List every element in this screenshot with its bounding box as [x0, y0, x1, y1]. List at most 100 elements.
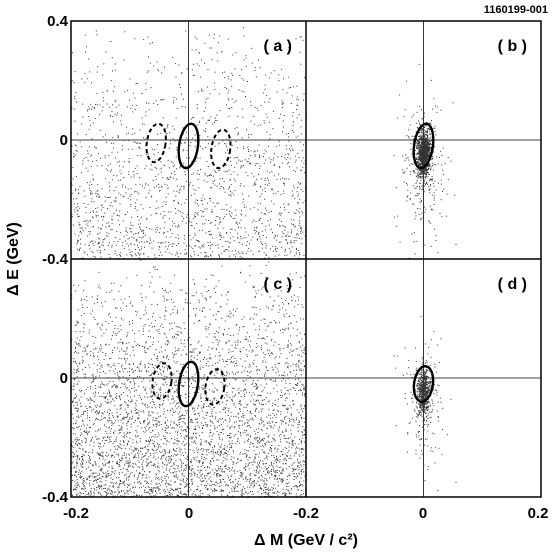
scatter-point: [259, 423, 261, 425]
scatter-point: [231, 474, 233, 476]
scatter-point: [160, 251, 162, 253]
scatter-point: [208, 346, 210, 348]
scatter-point: [122, 343, 124, 345]
scatter-point: [223, 250, 225, 252]
scatter-point: [260, 212, 262, 214]
scatter-point: [188, 381, 190, 382]
scatter-point: [136, 448, 138, 450]
scatter-point: [124, 240, 126, 242]
scatter-point: [141, 93, 143, 95]
scatter-point: [204, 42, 206, 44]
scatter-point: [130, 107, 132, 109]
scatter-point: [272, 245, 274, 247]
scatter-point: [184, 106, 186, 108]
scatter-point: [272, 305, 274, 307]
scatter-point: [286, 390, 288, 391]
scatter-point: [91, 240, 92, 242]
scatter-point: [258, 236, 260, 238]
scatter-point: [157, 152, 159, 154]
scatter-point: [420, 147, 421, 149]
scatter-point: [89, 71, 91, 73]
scatter-point: [107, 164, 109, 166]
scatter-point: [419, 187, 421, 189]
scatter-point: [244, 396, 246, 397]
scatter-point: [137, 191, 139, 193]
scatter-point: [109, 395, 110, 397]
scatter-point: [421, 172, 423, 174]
scatter-point: [176, 407, 178, 409]
scatter-point: [180, 418, 182, 420]
scatter-point: [418, 138, 420, 140]
scatter-point: [169, 457, 171, 459]
scatter-point: [149, 471, 151, 472]
scatter-point: [74, 377, 75, 379]
scatter-point: [77, 239, 79, 241]
scatter-point: [295, 365, 297, 367]
scatter-point: [214, 362, 216, 364]
scatter-point: [92, 225, 94, 227]
scatter-point: [419, 154, 421, 155]
scatter-point: [84, 252, 86, 254]
scatter-point: [163, 357, 165, 358]
scatter-point: [130, 228, 132, 229]
scatter-point: [139, 318, 141, 319]
scatter-point: [432, 209, 434, 211]
scatter-point: [302, 190, 304, 192]
scatter-point: [175, 76, 177, 78]
scatter-point: [287, 344, 289, 346]
scatter-point: [72, 445, 73, 447]
scatter-point: [281, 100, 283, 102]
scatter-point: [136, 104, 138, 106]
scatter-point: [439, 212, 441, 214]
scatter-point: [134, 486, 136, 488]
scatter-point: [301, 473, 302, 475]
scatter-point: [301, 448, 303, 450]
scatter-point: [150, 462, 152, 463]
scatter-point: [425, 184, 426, 186]
scatter-point: [128, 249, 130, 251]
scatter-point: [83, 203, 85, 204]
scatter-point: [87, 235, 89, 237]
scatter-point: [156, 391, 158, 393]
scatter-point: [146, 458, 148, 460]
scatter-point: [101, 455, 103, 457]
scatter-point: [145, 341, 147, 343]
scatter-point: [153, 457, 155, 459]
scatter-point: [437, 106, 439, 108]
scatter-point: [430, 209, 432, 211]
scatter-point: [416, 146, 418, 148]
scatter-point: [84, 280, 86, 282]
scatter-point: [298, 99, 299, 101]
scatter-point: [430, 245, 432, 247]
scatter-point: [121, 318, 122, 320]
scatter-point: [268, 53, 270, 55]
scatter-point: [245, 469, 247, 470]
scatter-point: [422, 138, 424, 140]
scatter-point: [285, 382, 287, 384]
scatter-point: [137, 418, 139, 420]
scatter-point: [266, 383, 267, 385]
scatter-point: [430, 141, 432, 142]
scatter-point: [288, 491, 290, 493]
scatter-point: [102, 239, 104, 241]
scatter-point: [288, 203, 290, 205]
scatter-point: [102, 136, 104, 138]
scatter-point: [140, 203, 142, 205]
scatter-point: [420, 160, 421, 162]
scatter-point: [272, 492, 274, 493]
scatter-point: [278, 173, 279, 175]
scatter-point: [219, 142, 221, 144]
scatter-point: [108, 365, 110, 367]
scatter-point: [105, 431, 107, 432]
scatter-point: [299, 448, 301, 450]
scatter-point: [130, 301, 132, 303]
scatter-point: [283, 378, 285, 380]
scatter-point: [185, 299, 187, 301]
scatter-point: [291, 355, 293, 356]
scatter-point: [408, 136, 410, 138]
scatter-point: [92, 160, 93, 162]
scatter-point: [254, 184, 256, 186]
scatter-point: [242, 116, 244, 118]
scatter-point: [156, 200, 158, 202]
scatter-point: [155, 231, 157, 233]
